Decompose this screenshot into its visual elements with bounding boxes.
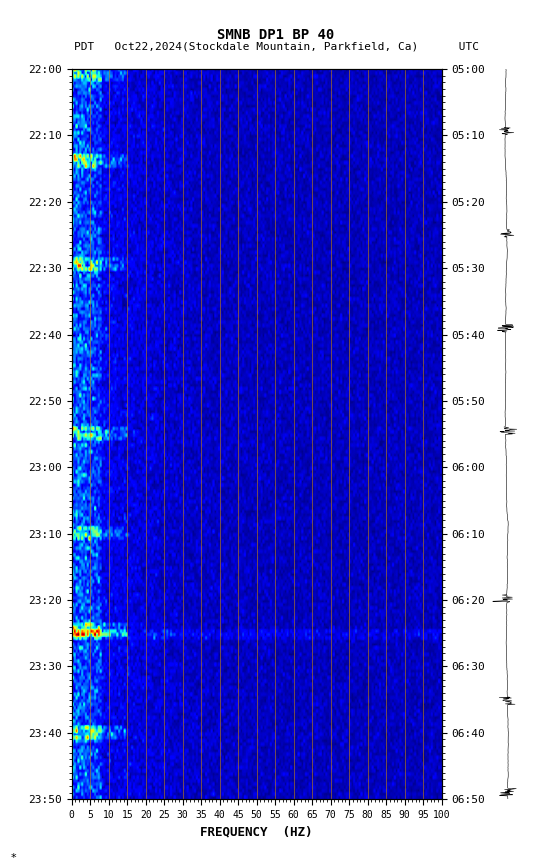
Text: SMNB DP1 BP 40: SMNB DP1 BP 40 [217,28,335,41]
X-axis label: FREQUENCY  (HZ): FREQUENCY (HZ) [200,825,313,838]
Text: PDT   Oct22,2024(Stockdale Mountain, Parkfield, Ca)      UTC: PDT Oct22,2024(Stockdale Mountain, Parkf… [73,41,479,52]
Text: *: * [11,853,17,862]
